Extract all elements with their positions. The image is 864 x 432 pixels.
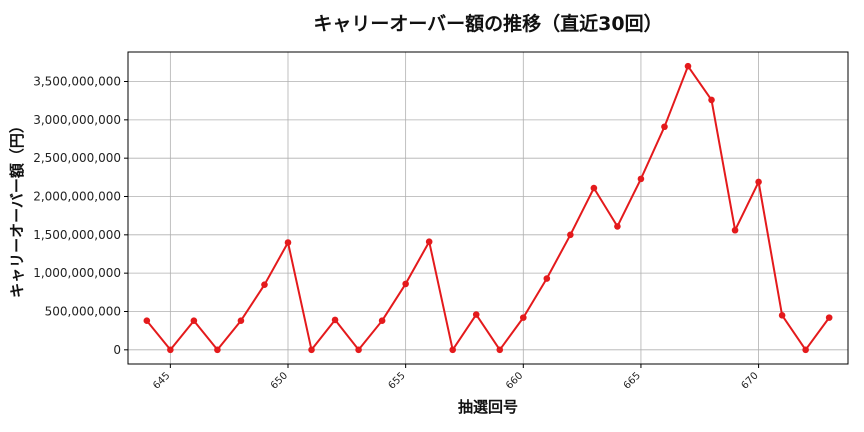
- data-point: [590, 184, 598, 192]
- series: [143, 62, 833, 354]
- data-point: [378, 317, 386, 324]
- grid: [128, 52, 848, 364]
- y-tick-label: 500,000,000: [45, 304, 121, 318]
- x-axis-label: 抽選回号: [458, 398, 518, 416]
- y-tick-label: 2,000,000,000: [33, 190, 121, 204]
- data-point: [543, 275, 551, 282]
- y-tick-label: 1,500,000,000: [33, 228, 121, 242]
- data-point: [684, 62, 692, 70]
- data-point: [755, 178, 762, 186]
- data-point: [731, 226, 739, 234]
- data-point: [802, 346, 809, 354]
- data-point: [308, 346, 315, 354]
- data-point: [214, 346, 221, 354]
- data-point: [637, 175, 645, 183]
- data-point: [708, 96, 715, 104]
- x-tick-label: 655: [386, 370, 407, 391]
- x-tick-label: 665: [622, 370, 643, 391]
- data-point: [425, 238, 433, 246]
- data-point: [614, 223, 621, 230]
- plot-frame: [127, 51, 849, 365]
- data-point: [331, 316, 339, 324]
- x-tick-label: 645: [151, 370, 172, 391]
- y-tick-label: 3,000,000,000: [33, 113, 121, 127]
- data-point: [567, 231, 574, 239]
- data-point: [284, 239, 292, 246]
- x-axis: 645 650 655 660 665 670: [151, 364, 761, 392]
- x-tick-label: 670: [739, 370, 760, 391]
- data-point: [496, 346, 504, 354]
- y-tick-label: 3,500,000,000: [33, 75, 121, 89]
- data-point: [143, 317, 151, 324]
- x-tick-label: 650: [269, 370, 290, 391]
- data-point: [261, 281, 268, 288]
- y-axis: 0 500,000,000 1,000,000,000 1,500,000,000 2,…: [33, 75, 128, 357]
- data-point: [237, 317, 245, 324]
- data-point: [449, 346, 457, 354]
- data-point: [778, 312, 786, 319]
- data-point: [402, 280, 409, 288]
- data-point: [355, 346, 362, 354]
- data-point: [167, 346, 174, 354]
- data-point: [661, 123, 668, 131]
- data-point: [190, 317, 198, 324]
- data-point: [825, 314, 833, 321]
- x-tick-label: 660: [504, 370, 525, 391]
- y-axis-label: キャリーオーバー額（円）: [8, 118, 26, 298]
- y-tick-label: 2,500,000,000: [33, 151, 121, 165]
- y-tick-label: 0: [113, 343, 121, 357]
- data-point: [472, 311, 480, 318]
- series-line: [146, 65, 831, 351]
- y-tick-label: 1,000,000,000: [33, 266, 121, 280]
- chart-title: キャリーオーバー額の推移（直近30回）: [313, 12, 662, 35]
- data-point: [519, 314, 527, 321]
